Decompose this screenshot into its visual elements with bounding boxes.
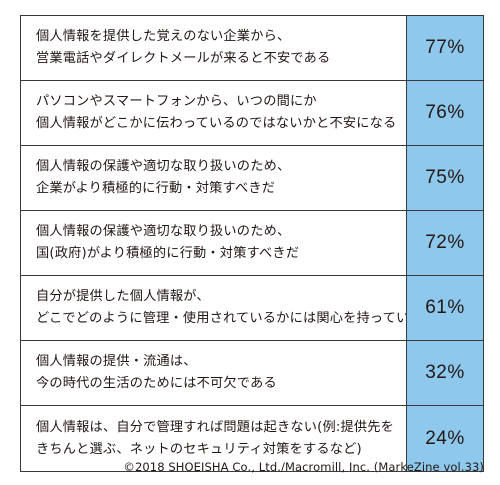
statement-line: 個人情報は、自分で管理すれば問題は起きない(例:提供先を: [36, 419, 395, 435]
statement-line: 企業がより積極的に行動・対策すべきだ: [36, 181, 276, 196]
statement-cell: 個人情報の保護や適切な取り扱いのため、 企業がより積極的に行動・対策すべきだ: [21, 146, 406, 210]
percentage-value: 32%: [406, 341, 483, 405]
statement-cell: 自分が提供した個人情報が、 どこでどのように管理・使用されているかには関心を持っ…: [21, 276, 406, 340]
statement-line: 個人情報を提供した覚えのない企業から、: [36, 29, 291, 44]
statement-line: パソコンやスマートフォンから、いつの間にか: [36, 94, 317, 109]
statement-line: 国(政府)がより積極的に行動・対策すべきだ: [36, 246, 300, 261]
statement-cell: 個人情報を提供した覚えのない企業から、 営業電話やダイレクトメールが来ると不安で…: [21, 16, 406, 80]
percentage-value: 24%: [406, 406, 483, 471]
statement-line: どこでどのように管理・使用されているかには関心を持っている: [36, 311, 406, 326]
table-row: 自分が提供した個人情報が、 どこでどのように管理・使用されているかには関心を持っ…: [21, 276, 483, 341]
statement-line: 個人情報がどこかに伝わっているのではないかと不安になる: [36, 116, 397, 131]
statement-line: 個人情報の保護や適切な取り扱いのため、: [36, 224, 291, 239]
survey-table: 個人情報を提供した覚えのない企業から、 営業電話やダイレクトメールが来ると不安で…: [20, 15, 484, 472]
table-row: 個人情報の保護や適切な取り扱いのため、 企業がより積極的に行動・対策すべきだ 7…: [21, 146, 483, 211]
statement-line: 個人情報の提供・流通は、: [36, 354, 197, 369]
statement-line: きちんと選ぶ、ネットのセキュリティ対策をするなど): [36, 441, 362, 457]
table-row: 個人情報は、自分で管理すれば問題は起きない(例:提供先を きちんと選ぶ、ネットの…: [21, 406, 483, 471]
statement-cell: 個人情報は、自分で管理すれば問題は起きない(例:提供先を きちんと選ぶ、ネットの…: [21, 406, 406, 471]
percentage-value: 77%: [406, 16, 483, 80]
table-row: パソコンやスマートフォンから、いつの間にか 個人情報がどこかに伝わっているのでは…: [21, 81, 483, 146]
percentage-value: 61%: [406, 276, 483, 340]
statement-line: 個人情報の保護や適切な取り扱いのため、: [36, 159, 291, 174]
statement-line: 営業電話やダイレクトメールが来ると不安である: [36, 51, 331, 66]
statement-line: 自分が提供した個人情報が、: [36, 289, 210, 304]
percentage-value: 76%: [406, 81, 483, 145]
statement-cell: 個人情報の提供・流通は、 今の時代の生活のためには不可欠である: [21, 341, 406, 405]
statement-cell: パソコンやスマートフォンから、いつの間にか 個人情報がどこかに伝わっているのでは…: [21, 81, 406, 145]
percentage-value: 72%: [406, 211, 483, 275]
percentage-value: 75%: [406, 146, 483, 210]
source-credit: ©2018 SHOEISHA Co., Ltd./Macromill, Inc.…: [123, 460, 484, 474]
table-row: 個人情報の提供・流通は、 今の時代の生活のためには不可欠である 32%: [21, 341, 483, 406]
table-row: 個人情報の保護や適切な取り扱いのため、 国(政府)がより積極的に行動・対策すべき…: [21, 211, 483, 276]
statement-cell: 個人情報の保護や適切な取り扱いのため、 国(政府)がより積極的に行動・対策すべき…: [21, 211, 406, 275]
table-row: 個人情報を提供した覚えのない企業から、 営業電話やダイレクトメールが来ると不安で…: [21, 16, 483, 81]
statement-line: 今の時代の生活のためには不可欠である: [36, 376, 277, 391]
